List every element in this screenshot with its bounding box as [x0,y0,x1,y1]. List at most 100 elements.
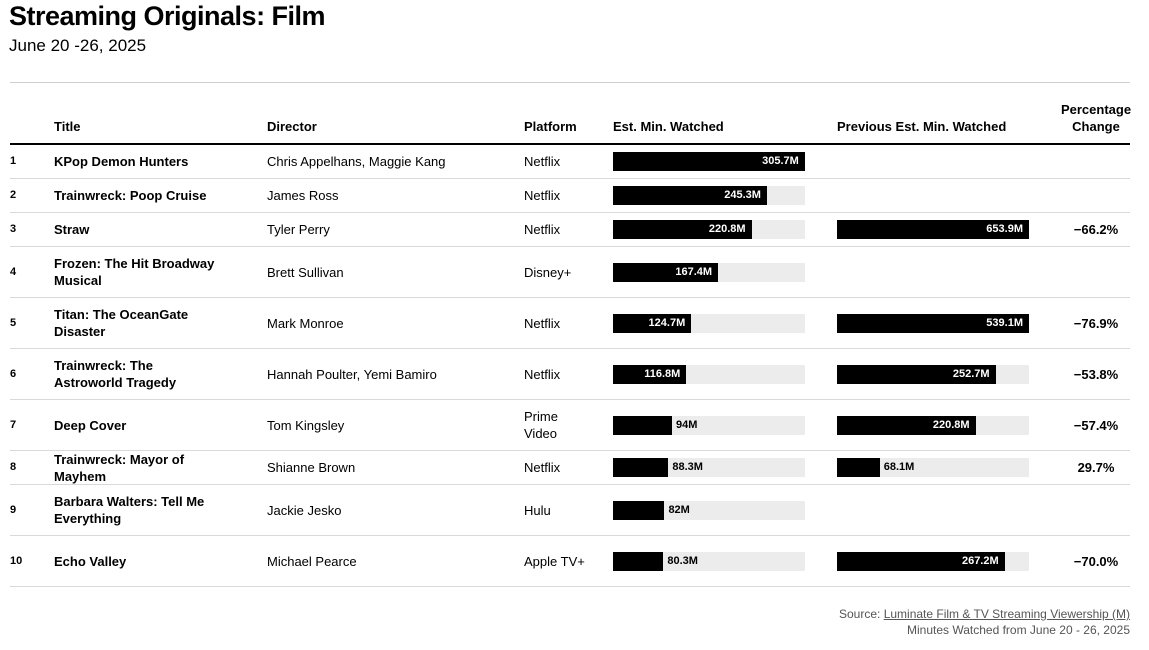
est-minutes-bar-label: 88.3M [672,461,703,473]
percentage-change-cell: −53.8% [1073,366,1119,382]
prev-minutes-bar-label: 539.1M [986,316,1023,329]
prev-minutes-cell: 68.1M [837,451,1029,484]
est-minutes-cell: 305.7M [613,145,805,178]
est-minutes-cell: 80.3M [613,536,805,586]
table-row: 7 Deep Cover Tom Kingsley Prime Video 94M 220… [10,400,1130,451]
prev-minutes-bar-track: 220.8M [837,415,1029,435]
est-minutes-bar [613,313,692,333]
page-subtitle: June 20 -26, 2025 [9,36,147,55]
prev-minutes-bar [837,313,1029,333]
page-title: Streaming Originals: Film [9,1,326,31]
column-header-prev-minutes: Previous Est. Min. Watched [837,119,1007,134]
est-minutes-bar-track: 220.8M [613,220,805,239]
source-link[interactable]: Luminate Film & TV Streaming Viewership … [883,607,1130,621]
rank-cell: 10 [10,554,23,567]
est-minutes-bar-track: 305.7M [613,152,805,171]
director-cell: Tyler Perry [267,222,330,237]
prev-minutes-cell: 539.1M [837,298,1029,348]
est-minutes-cell: 220.8M [613,213,805,246]
header-divider [10,143,1130,145]
prev-minutes-cell [837,179,1029,212]
prev-minutes-bar [837,415,976,435]
percentage-change-cell [1056,145,1136,178]
est-minutes-bar-track: 82M [613,500,805,520]
prev-minutes-bar [837,551,1005,571]
platform-cell: Disney+ [524,264,572,280]
table-row: 5 Titan: The OceanGate Disaster Mark Monro… [10,298,1130,349]
prev-minutes-bar [837,458,880,477]
rank-cell: 3 [10,223,17,235]
platform-cell: Netflix [524,154,561,169]
title-cell: Trainwreck: Mayor of Mayhem [54,451,185,484]
est-minutes-cell: 116.8M [613,349,805,399]
est-minutes-cell: 82M [613,485,805,535]
prev-minutes-cell: 220.8M [837,400,1029,450]
percentage-change-cell: −57.4% [1073,417,1119,433]
est-minutes-bar [613,220,752,239]
est-minutes-bar [613,551,664,571]
title-cell: Echo Valley [54,553,127,569]
column-header-percentage-change: Percentage Change [1060,102,1132,134]
prev-minutes-cell: 267.2M [837,536,1029,586]
est-minutes-bar [613,186,767,205]
est-minutes-bar [613,500,665,520]
director-cell: Chris Appelhans, Maggie Kang [267,154,446,169]
platform-cell: Netflix [524,366,561,382]
title-cell: Titan: The OceanGate Disaster [54,307,189,339]
est-minutes-bar-label: 124.7M [648,316,686,329]
director-cell: Mark Monroe [267,315,344,331]
rank-cell: 4 [10,265,17,278]
director-cell: Tom Kingsley [267,417,345,433]
title-cell: Barbara Walters: Tell Me Everything [54,494,205,526]
prev-minutes-bar-label: 252.7M [952,367,990,380]
prev-minutes-cell [837,247,1029,297]
prev-minutes-bar-track: 267.2M [837,551,1029,571]
table-row: 8 Trainwreck: Mayor of Mayhem Shianne Brow… [10,451,1130,485]
est-minutes-bar [613,364,687,384]
percentage-change-cell: 29.7% [1077,460,1115,475]
director-cell: Brett Sullivan [267,264,344,280]
title-cell: Straw [54,222,90,237]
est-minutes-cell: 88.3M [613,451,805,484]
title-cell: Trainwreck: The Astroworld Tragedy [54,358,177,390]
percentage-change-cell [1056,485,1136,535]
percentage-change-cell: −70.0% [1073,553,1119,569]
table-row: 1 KPop Demon Hunters Chris Appelhans, Magg… [10,145,1130,179]
rank-cell: 5 [10,316,17,329]
percentage-change-cell: −66.2% [1073,222,1119,237]
title-cell: KPop Demon Hunters [54,154,189,169]
prev-minutes-cell: 252.7M [837,349,1029,399]
est-minutes-bar-label: 94M [675,418,698,431]
column-header-platform: Platform [524,119,577,134]
table-row: 3 Straw Tyler Perry Netflix 220.8M 653.9M −66.… [10,213,1130,247]
platform-cell: Prime Video [524,409,558,441]
director-cell: James Ross [267,188,339,203]
est-minutes-bar [613,458,669,477]
est-minutes-cell: 94M [613,400,805,450]
director-cell: Hannah Poulter, Yemi Bamiro [267,366,437,382]
director-cell: Michael Pearce [267,553,357,569]
est-minutes-bar-label: 82M [668,503,690,516]
prev-minutes-bar-track: 68.1M [837,458,1029,477]
platform-cell: Netflix [524,315,561,331]
prev-minutes-bar-track: 653.9M [837,220,1029,239]
column-header-title: Title [54,119,81,134]
column-header-est-minutes: Est. Min. Watched [613,119,724,134]
top-divider [10,82,1130,83]
prev-minutes-bar-label: 653.9M [986,223,1023,235]
est-minutes-bar-label: 116.8M [644,367,681,380]
table-row: 10 Echo Valley Michael Pearce Apple TV+ 80.3… [10,536,1130,587]
prev-minutes-bar-track: 539.1M [837,313,1029,333]
prev-minutes-bar-label: 267.2M [961,554,999,567]
est-minutes-cell: 167.4M [613,247,805,297]
table-row: 6 Trainwreck: The Astroworld Tragedy Hanna… [10,349,1130,400]
est-minutes-bar [613,152,805,171]
table-row: 9 Barbara Walters: Tell Me Everything Jack… [10,485,1130,536]
prev-minutes-bar [837,220,1029,239]
platform-cell: Hulu [524,502,551,518]
est-minutes-bar-track: 88.3M [613,458,805,477]
est-minutes-cell: 124.7M [613,298,805,348]
percentage-change-cell: −76.9% [1073,315,1119,331]
est-minutes-bar-label: 220.8M [708,223,746,235]
rank-cell: 7 [10,418,17,431]
